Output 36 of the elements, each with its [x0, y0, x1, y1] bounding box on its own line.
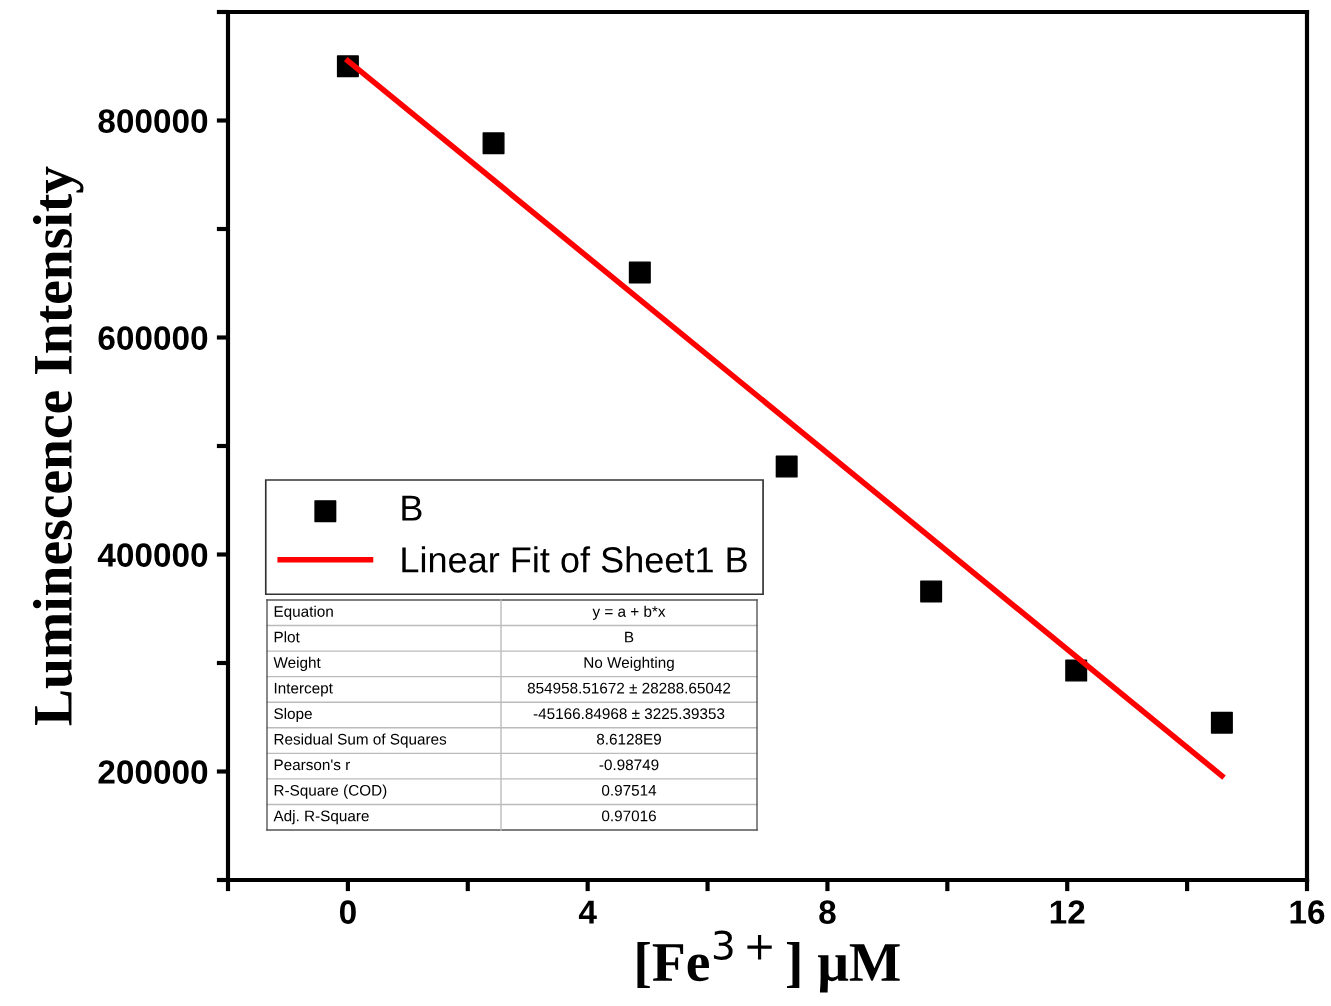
- annotation: -0.98749: [599, 759, 659, 771]
- annotation: Residual Sum of Squares: [274, 733, 447, 748]
- y-tick-label: 400000: [97, 543, 208, 567]
- point: [775, 455, 798, 478]
- annotation: Adj. R-Square: [273, 810, 369, 825]
- point: [1210, 711, 1233, 734]
- y-axis-title: Luminescence Intensity: [32, 166, 84, 726]
- annotation: Weight: [273, 656, 321, 672]
- annotation: No Weighting: [584, 656, 674, 672]
- point: [482, 132, 505, 155]
- x-tick-label: 4: [578, 900, 597, 924]
- annotation: -45166.84968 ± 3225.39353: [533, 708, 725, 720]
- annotation: 8.6128E9: [596, 733, 661, 745]
- annotation: 854958.51672 ± 28288.65042: [527, 682, 731, 694]
- x-tick-label: 16: [1290, 900, 1325, 924]
- annotation: 0.97016: [601, 810, 656, 822]
- annotation: 0.97514: [601, 784, 657, 796]
- legend-label: Linear Fit of Sheet1 B: [402, 546, 747, 573]
- legend-label: B: [402, 495, 422, 521]
- x-tick-label: 8: [819, 900, 836, 924]
- annotation: Equation: [274, 605, 333, 620]
- point: [628, 261, 651, 284]
- y-tick-label: 800000: [98, 109, 208, 133]
- annotation: Pearson's r: [274, 759, 351, 771]
- annotation: Intercept: [274, 682, 333, 697]
- annotation: Plot: [274, 631, 300, 643]
- x-tick-label: 0: [339, 900, 356, 924]
- x-tick-label: 12: [1050, 900, 1085, 924]
- annotation: R-Square (COD): [274, 784, 387, 799]
- point: [920, 580, 943, 603]
- y-tick-label: 600000: [98, 326, 208, 350]
- annotation: Slope: [274, 707, 312, 723]
- annotation: y = a + b*x: [592, 605, 666, 620]
- y-tick-label: 200000: [98, 760, 208, 784]
- annotation: B: [625, 631, 634, 643]
- x-axis-title: [Fe$^{3+}$] μM: [637, 930, 900, 993]
